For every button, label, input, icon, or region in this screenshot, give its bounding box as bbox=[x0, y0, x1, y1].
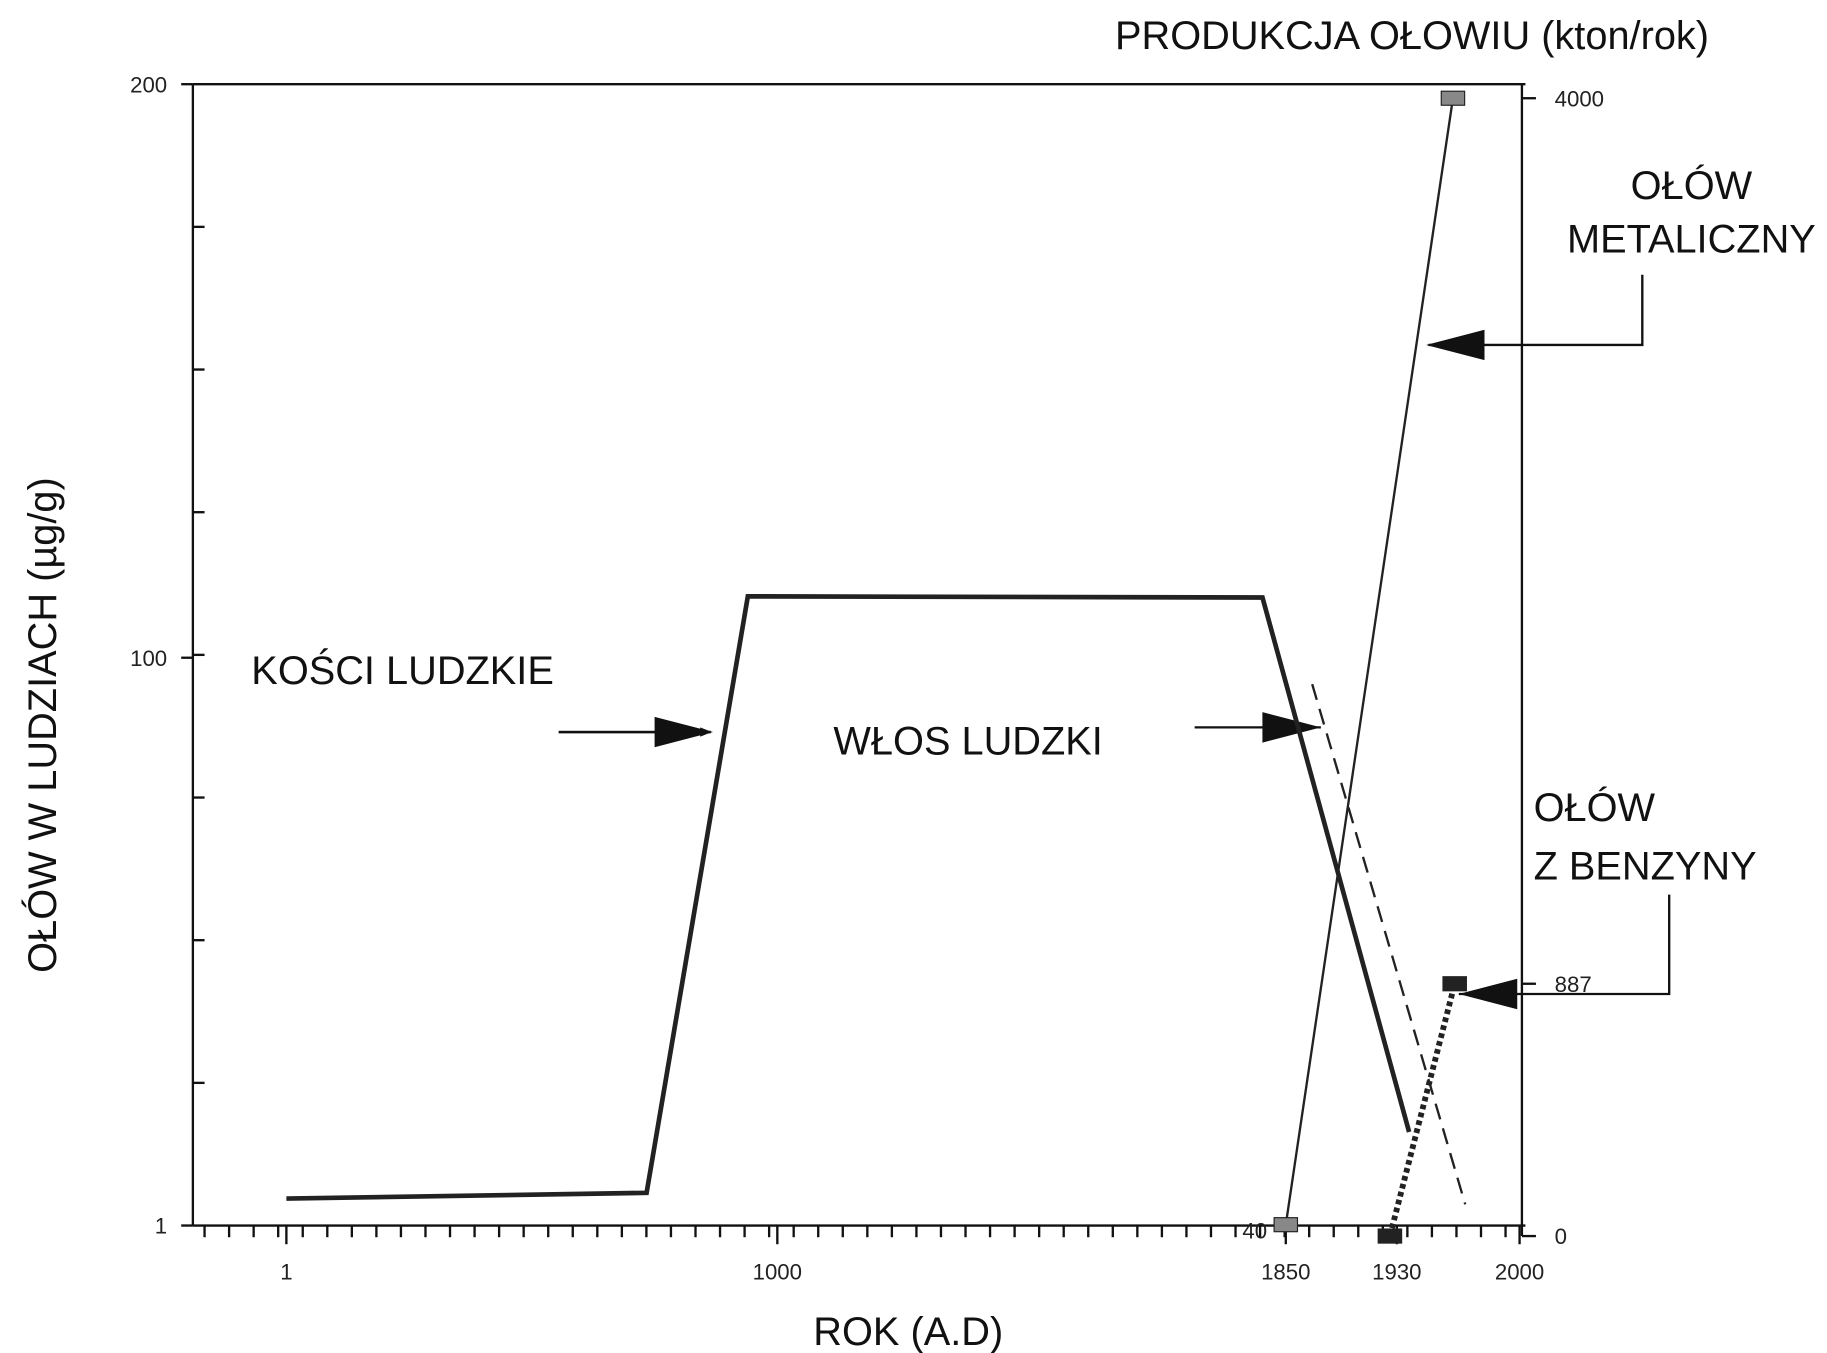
arrows bbox=[558, 274, 1671, 996]
series-line bbox=[1311, 683, 1467, 1205]
annotation: WŁOS LUDZKI bbox=[833, 719, 1102, 763]
y-axis-label: OŁÓW W LUDZIACH (µg/g) bbox=[20, 477, 65, 973]
point-marker bbox=[1440, 90, 1466, 106]
x-tick-label: 1850 bbox=[1261, 1259, 1310, 1284]
y-tick-label: 200 bbox=[130, 72, 167, 97]
x-tick-label: 2000 bbox=[1495, 1259, 1544, 1284]
x-tick-label: 1 bbox=[280, 1259, 292, 1284]
annotation: METALICZNY bbox=[1567, 218, 1816, 262]
y2-tick-label: 0 bbox=[1555, 1224, 1567, 1249]
annotation: KOŚCI LUDZKIE bbox=[251, 647, 554, 693]
point-marker bbox=[1442, 976, 1467, 992]
x-axis-label: ROK (A.D) bbox=[813, 1310, 1003, 1353]
point-marker bbox=[1273, 1217, 1299, 1233]
arrow-heads bbox=[654, 329, 1518, 1010]
series-line bbox=[286, 594, 1412, 1201]
series-line bbox=[1284, 98, 1455, 1225]
y2-tick-label: 4000 bbox=[1555, 86, 1604, 111]
y-tick-label: 100 bbox=[130, 646, 167, 671]
x-tick-label: 1930 bbox=[1372, 1259, 1421, 1284]
y-tick-label: 1 bbox=[155, 1214, 167, 1239]
annotation: OŁÓW bbox=[1534, 785, 1656, 830]
annotation: OŁÓW bbox=[1631, 163, 1753, 208]
y2-axis-label: PRODUKCJA OŁOWIU (kton/rok) bbox=[1115, 14, 1709, 58]
series-line bbox=[1387, 983, 1458, 1237]
frame bbox=[191, 83, 1526, 1237]
y2-tick-label: 887 bbox=[1555, 972, 1592, 997]
point-marker bbox=[1377, 1228, 1403, 1244]
data-label: 40 bbox=[1242, 1219, 1267, 1244]
x-tick-label: 1000 bbox=[753, 1259, 802, 1284]
annotation: Z BENZYNY bbox=[1534, 844, 1757, 888]
